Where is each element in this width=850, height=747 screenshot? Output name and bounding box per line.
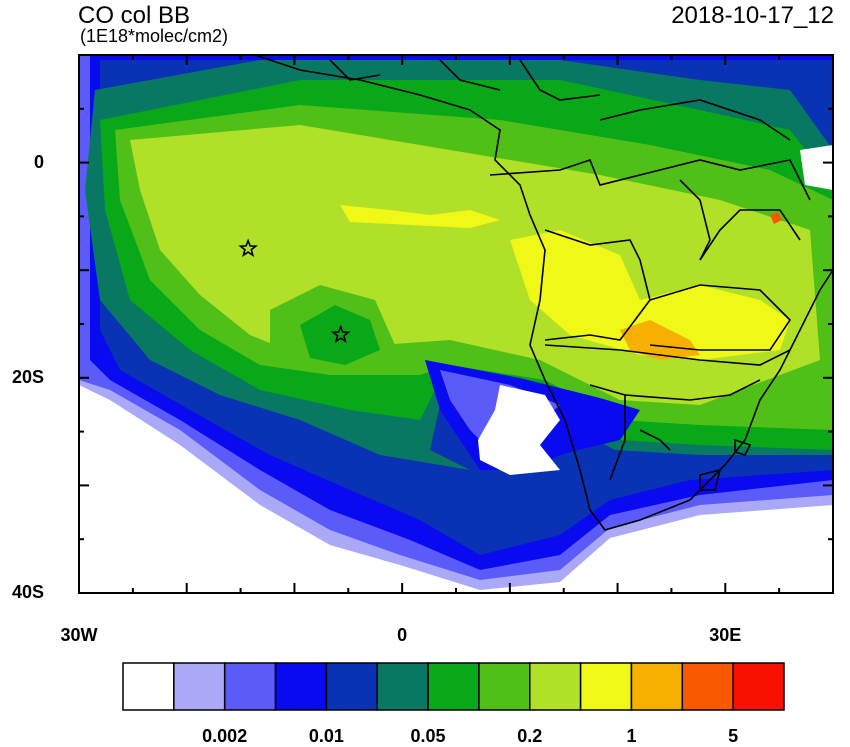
lat-label: 0 xyxy=(33,151,44,172)
colorbar-box xyxy=(376,662,429,711)
colorbar-box xyxy=(274,662,328,711)
colorbar-label: 0.002 xyxy=(202,726,248,746)
co-clear-east xyxy=(800,145,833,190)
co-level-9a xyxy=(510,230,790,360)
co-level-11 xyxy=(770,212,782,224)
colorbar-label: 1 xyxy=(626,726,637,746)
map-datetime: 2018-10-17_12 xyxy=(671,2,834,29)
lon-label: 30W xyxy=(60,625,98,645)
map-title: CO col BB xyxy=(78,2,191,29)
colorbar xyxy=(122,662,785,711)
map-units: (1E18*molec/cm2) xyxy=(80,26,229,46)
lon-label: 0 xyxy=(397,625,408,645)
colorbar-label: 5 xyxy=(728,726,739,746)
co-field xyxy=(79,55,833,593)
lat-label: 20S xyxy=(11,366,44,387)
colorbar-box xyxy=(223,662,277,711)
coastlines xyxy=(254,55,833,531)
co-level-9b xyxy=(340,205,500,228)
colorbar-box xyxy=(173,662,226,711)
star-marker xyxy=(330,324,351,343)
colorbar-box xyxy=(478,662,531,711)
colorbar-box xyxy=(681,662,734,711)
colorbar-box xyxy=(630,662,684,711)
colorbar-label: 0.01 xyxy=(308,726,344,746)
co-level-10 xyxy=(620,320,700,360)
colorbar-box xyxy=(325,662,378,711)
lat-label: 40S xyxy=(11,582,44,602)
colorbar-box xyxy=(579,662,633,711)
colorbar-box xyxy=(427,662,480,711)
colorbar-box xyxy=(529,662,582,711)
co-pocket-inner xyxy=(300,305,380,365)
co-clear-core xyxy=(478,385,560,475)
colorbar-label: 0.2 xyxy=(517,726,543,746)
lon-label: 30E xyxy=(709,625,742,645)
star-marker xyxy=(238,238,258,258)
colorbar-box xyxy=(732,662,785,711)
colorbar-box xyxy=(122,662,175,711)
colorbar-label: 0.05 xyxy=(410,726,446,746)
